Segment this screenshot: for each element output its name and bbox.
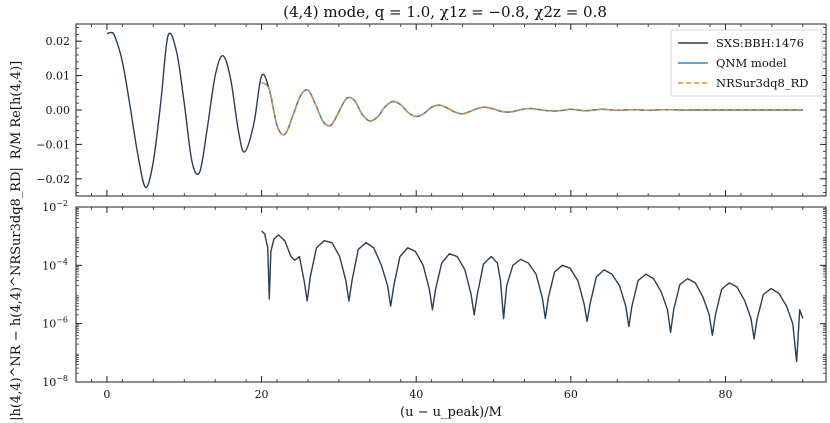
legend-label-nrsur: NRSur3dq8_RD: [716, 76, 809, 90]
top-panel: −0.02 −0.01 0.00 0.01 0.02 R/M Re[h(4,4)] SX…: [9, 23, 827, 197]
top-y-tick-label: 0.00: [46, 104, 71, 117]
top-y-axis-label: R/M Re[h(4,4)]: [9, 61, 24, 159]
x-tick-label: 80: [718, 388, 732, 401]
top-y-ticks: −0.02 −0.01 0.00 0.01 0.02: [36, 24, 826, 196]
bottom-y-tick-label: 10−2: [42, 199, 68, 214]
x-tick-label: 60: [564, 388, 578, 401]
bottom-x-ticks: 0 20 40 60 80: [91, 207, 804, 401]
x-tick-label: 40: [409, 388, 423, 401]
bottom-y-tick-label: 10−6: [42, 316, 68, 331]
top-y-tick-label: −0.02: [36, 173, 70, 186]
x-axis-label: (u − u_peak)/M: [400, 405, 502, 420]
bottom-y-ticks: 10−8 10−6 10−4 10−2: [42, 199, 826, 389]
top-series-group: [106, 31, 803, 189]
top-y-tick-label: 0.01: [46, 70, 71, 83]
legend-label-sxs: SXS:BBH:1476: [716, 36, 804, 50]
legend-box: [670, 29, 823, 97]
nrsur-model-line: [261, 81, 803, 136]
legend: SXS:BBH:1476 QNM model NRSur3dq8_RD: [670, 29, 823, 97]
bottom-plot-frame: [75, 206, 827, 383]
bottom-y-tick-label: 10−8: [42, 374, 68, 389]
residual-line: [261, 230, 804, 363]
x-tick-label: 0: [103, 388, 110, 401]
bottom-y-axis-label: |h(4,4)^NR − h(4,4)^NRSur3dq8_RD|: [9, 167, 24, 421]
top-y-tick-label: 0.02: [46, 35, 71, 48]
bottom-series-group: [261, 230, 804, 363]
top-y-tick-label: −0.01: [36, 138, 70, 151]
chart-title: (4,4) mode, q = 1.0, χ1z = −0.8, χ2z = 0…: [283, 3, 607, 21]
bottom-panel: 10−8 10−6 10−4 10−2 0 20 40 60 80 |h(4,4)^NR − …: [9, 167, 827, 421]
x-tick-label: 20: [255, 388, 269, 401]
legend-label-qnm: QNM model: [716, 56, 787, 70]
bottom-y-tick-label: 10−4: [42, 257, 68, 272]
